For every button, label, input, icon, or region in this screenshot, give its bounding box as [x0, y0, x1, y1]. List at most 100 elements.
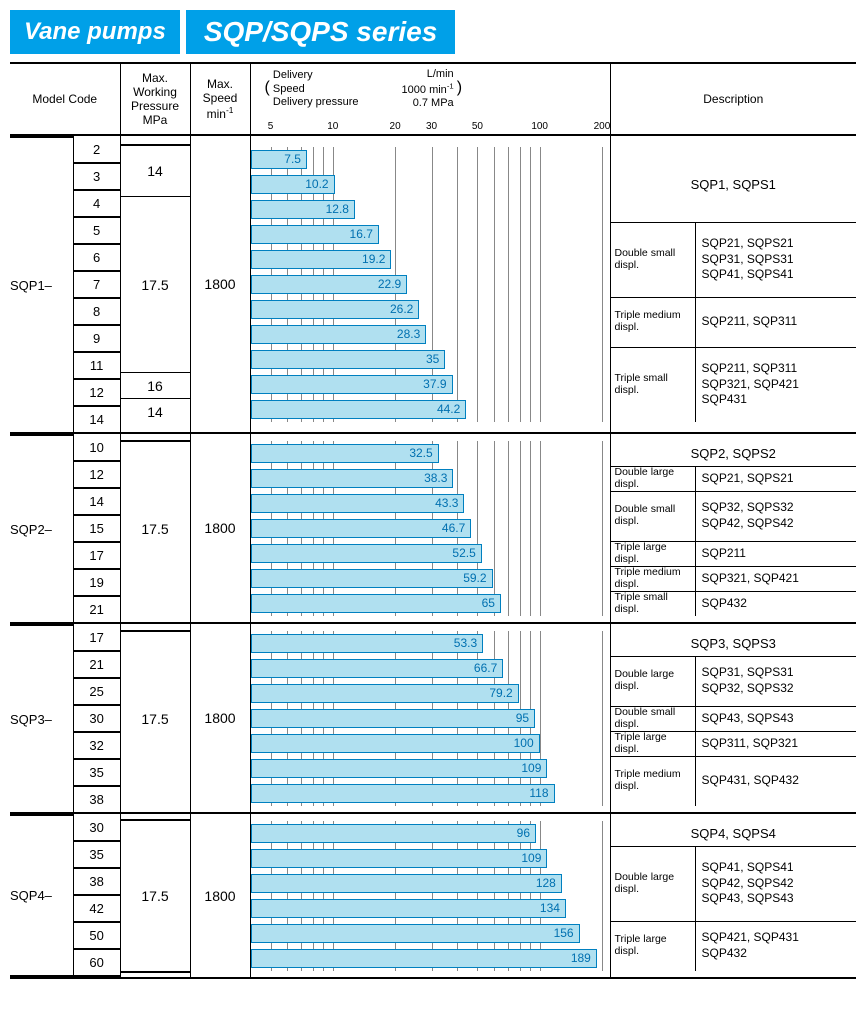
desc-category: Double small displ. [611, 223, 696, 297]
bar-value-label: 22.9 [251, 275, 406, 294]
group-row: SQP2–1012141517192117.5180032.538.343.34… [10, 433, 856, 623]
model-number: 12 [73, 379, 119, 406]
bar-row: 189 [251, 946, 610, 971]
model-number: 50 [73, 922, 119, 949]
bar-row: 28.3 [251, 322, 610, 347]
bar-value-label: 52.5 [251, 544, 480, 563]
model-number: 60 [73, 949, 119, 976]
bar-value-label: 16.7 [251, 225, 377, 244]
model-number: 35 [73, 759, 119, 786]
bar-value-label: 59.2 [251, 569, 491, 588]
desc-block: Double small displ.SQP32, SQPS32SQP42, S… [611, 491, 857, 541]
desc-models: SQP432 [696, 594, 857, 614]
model-number: 9 [73, 325, 119, 352]
model-number: 38 [73, 868, 119, 895]
desc-models: SQP211, SQP311 [696, 312, 857, 332]
bar-row: 79.2 [251, 681, 610, 706]
desc-category: Double small displ. [611, 492, 696, 541]
bar-row: 134 [251, 896, 610, 921]
pressure-cell: 1417.51614 [120, 135, 190, 433]
bar-row: 35 [251, 347, 610, 372]
chart-label-dpress: Delivery pressure [273, 96, 359, 108]
col-header-pressure: Max. WorkingPressureMPa [120, 63, 190, 135]
chart-axis-ticks: 510203050100200 [251, 118, 610, 132]
bar-value-label: 32.5 [251, 444, 437, 463]
bar-row: 16.7 [251, 222, 610, 247]
speed-cell: 1800 [190, 135, 250, 433]
model-number: 11 [73, 352, 119, 379]
description-cell: SQP2, SQPS2Double large displ.SQP21, SQP… [610, 433, 856, 623]
bar-value-label: 66.7 [251, 659, 502, 678]
desc-models: SQP311, SQP321 [696, 734, 857, 754]
model-number: 15 [73, 515, 119, 542]
bar-value-label: 109 [251, 849, 546, 868]
speed-cell: 1800 [190, 623, 250, 813]
bar-value-label: 65 [251, 594, 499, 613]
bar-value-label: 44.2 [251, 400, 465, 419]
model-number: 5 [73, 217, 119, 244]
bar-value-label: 96 [251, 824, 535, 843]
desc-block: Double large displ.SQP21, SQPS21 [611, 466, 857, 491]
pressure-value: 14 [121, 399, 190, 425]
model-number: 25 [73, 678, 119, 705]
desc-single: SQP4, SQPS4 [611, 826, 857, 841]
bar-row: 19.2 [251, 247, 610, 272]
bar-row: 46.7 [251, 516, 610, 541]
desc-models: SQP32, SQPS32SQP42, SQPS42 [696, 498, 857, 533]
bar-value-label: 19.2 [251, 250, 390, 269]
desc-block: Triple large displ.SQP421, SQP431SQP432 [611, 921, 857, 971]
bar-row: 96 [251, 821, 610, 846]
desc-category: Triple large displ. [611, 922, 696, 971]
col-header-speed: Max.Speedmin-1 [190, 63, 250, 135]
table-header-row: Model Code Max. WorkingPressureMPa Max.S… [10, 63, 856, 135]
speed-cell: 1800 [190, 813, 250, 978]
page-header: Vane pumps SQP/SQPS series [10, 10, 856, 54]
desc-models: SQP43, SQPS43 [696, 709, 857, 729]
model-number: 14 [73, 488, 119, 515]
desc-single: SQP1, SQPS1 [611, 177, 857, 192]
desc-single: SQP3, SQPS3 [611, 636, 857, 651]
bar-value-label: 37.9 [251, 375, 451, 394]
spec-table: Model Code Max. WorkingPressureMPa Max.S… [10, 62, 856, 979]
model-number: 14 [73, 406, 119, 432]
bar-value-label: 109 [251, 759, 546, 778]
desc-block: Triple small displ.SQP211, SQP311SQP321,… [611, 347, 857, 422]
bar-value-label: 7.5 [251, 150, 305, 169]
model-number: 7 [73, 271, 119, 298]
desc-category: Triple medium displ. [611, 298, 696, 347]
pressure-cell: 17.5 [120, 813, 190, 978]
desc-block: Double large displ.SQP31, SQPS31SQP32, S… [611, 656, 857, 706]
speed-label: Max.Speedmin-1 [203, 77, 238, 121]
desc-category: Triple large displ. [611, 542, 696, 566]
desc-block: Double small displ.SQP21, SQPS21SQP31, S… [611, 222, 857, 297]
chart-unit-lmin: L/min [427, 68, 454, 80]
bar-row: 59.2 [251, 566, 610, 591]
chart-label-speed: Speed [273, 83, 305, 95]
desc-block: Triple medium displ.SQP211, SQP311 [611, 297, 857, 347]
model-prefix: SQP4– [10, 815, 73, 976]
pressure-cell: 17.5 [120, 623, 190, 813]
desc-category: Triple large displ. [611, 732, 696, 756]
desc-category: Double large displ. [611, 847, 696, 921]
pressure-label: Max. WorkingPressureMPa [131, 71, 179, 127]
bar-value-label: 134 [251, 899, 564, 918]
model-prefix: SQP1– [10, 137, 73, 432]
bar-row: 118 [251, 781, 610, 806]
bar-value-label: 28.3 [251, 325, 425, 344]
col-header-chart: ( Delivery Speed Delivery pressure L/min… [250, 63, 610, 135]
header-series: SQP/SQPS series [186, 10, 455, 54]
bar-value-label: 156 [251, 924, 578, 943]
model-cell: SQP3–17212530323538 [10, 623, 120, 813]
desc-category: Triple small displ. [611, 592, 696, 616]
bar-row: 44.2 [251, 397, 610, 422]
desc-block: SQP2, SQPS2 [611, 441, 857, 466]
bar-row: 7.5 [251, 147, 610, 172]
desc-block: Triple medium displ.SQP321, SQP421 [611, 566, 857, 591]
model-prefix: SQP2– [10, 435, 73, 622]
bar-value-label: 38.3 [251, 469, 452, 488]
pressure-cell: 17.5 [120, 433, 190, 623]
desc-models: SQP31, SQPS31SQP32, SQPS32 [696, 663, 857, 698]
model-number: 35 [73, 841, 119, 868]
desc-block: Double small displ.SQP43, SQPS43 [611, 706, 857, 731]
description-cell: SQP3, SQPS3 Double large displ.SQP31, SQP… [610, 623, 856, 813]
